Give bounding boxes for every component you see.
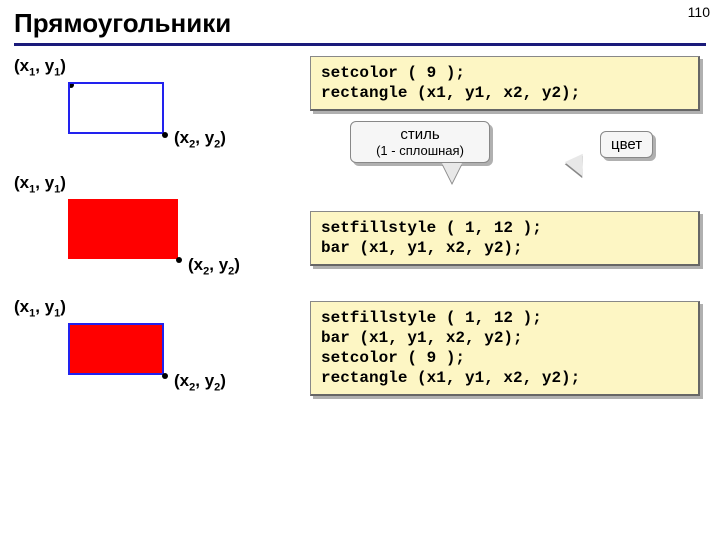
rect-filled-border <box>68 323 164 375</box>
callouts: стиль (1 - сплошная) цвет <box>310 119 700 179</box>
codebox-3: setfillstyle ( 1, 12 ); bar (x1, y1, x2,… <box>310 301 700 396</box>
diagram-outline: (x1, y1) (x2, y2) <box>14 56 304 176</box>
page-title: Прямоугольники <box>14 8 706 39</box>
coord-bottom-right-2: (x2, y2) <box>188 255 240 277</box>
rect-filled <box>68 199 178 259</box>
callout-style: стиль (1 - сплошная) <box>350 121 490 163</box>
point-br-3 <box>162 373 168 379</box>
diagram-filled-border: (x1, y1) (x2, y2) <box>14 297 304 405</box>
codebox-2: setfillstyle ( 1, 12 ); bar (x1, y1, x2,… <box>310 211 700 266</box>
title-rule <box>14 43 706 46</box>
row-1: (x1, y1) (x2, y2) setcolor ( 9 ); rectan… <box>14 56 706 179</box>
row-2: (x1, y1) (x2, y2) setfillstyle ( 1, 12 )… <box>14 173 706 293</box>
point-br-2 <box>176 257 182 263</box>
diagram-filled: (x1, y1) (x2, y2) <box>14 173 304 293</box>
right-1: setcolor ( 9 ); rectangle (x1, y1, x2, y… <box>304 56 706 179</box>
callout-style-top: стиль <box>361 126 479 143</box>
right-3: setfillstyle ( 1, 12 ); bar (x1, y1, x2,… <box>304 297 706 404</box>
coord-bottom-right-3: (x2, y2) <box>174 371 226 393</box>
row-3: (x1, y1) (x2, y2) setfillstyle ( 1, 12 )… <box>14 297 706 405</box>
page-number: 110 <box>688 4 710 20</box>
coord-bottom-right: (x2, y2) <box>174 128 226 150</box>
coord-top-left: (x1, y1) <box>14 56 66 78</box>
callout-style-bottom: (1 - сплошная) <box>361 143 479 158</box>
rect-outline <box>68 82 164 134</box>
coord-top-left-2: (x1, y1) <box>14 173 66 195</box>
callout-color: цвет <box>600 131 653 158</box>
right-2: setfillstyle ( 1, 12 ); bar (x1, y1, x2,… <box>304 173 706 274</box>
point-br <box>162 132 168 138</box>
coord-top-left-3: (x1, y1) <box>14 297 66 319</box>
codebox-1: setcolor ( 9 ); rectangle (x1, y1, x2, y… <box>310 56 700 111</box>
